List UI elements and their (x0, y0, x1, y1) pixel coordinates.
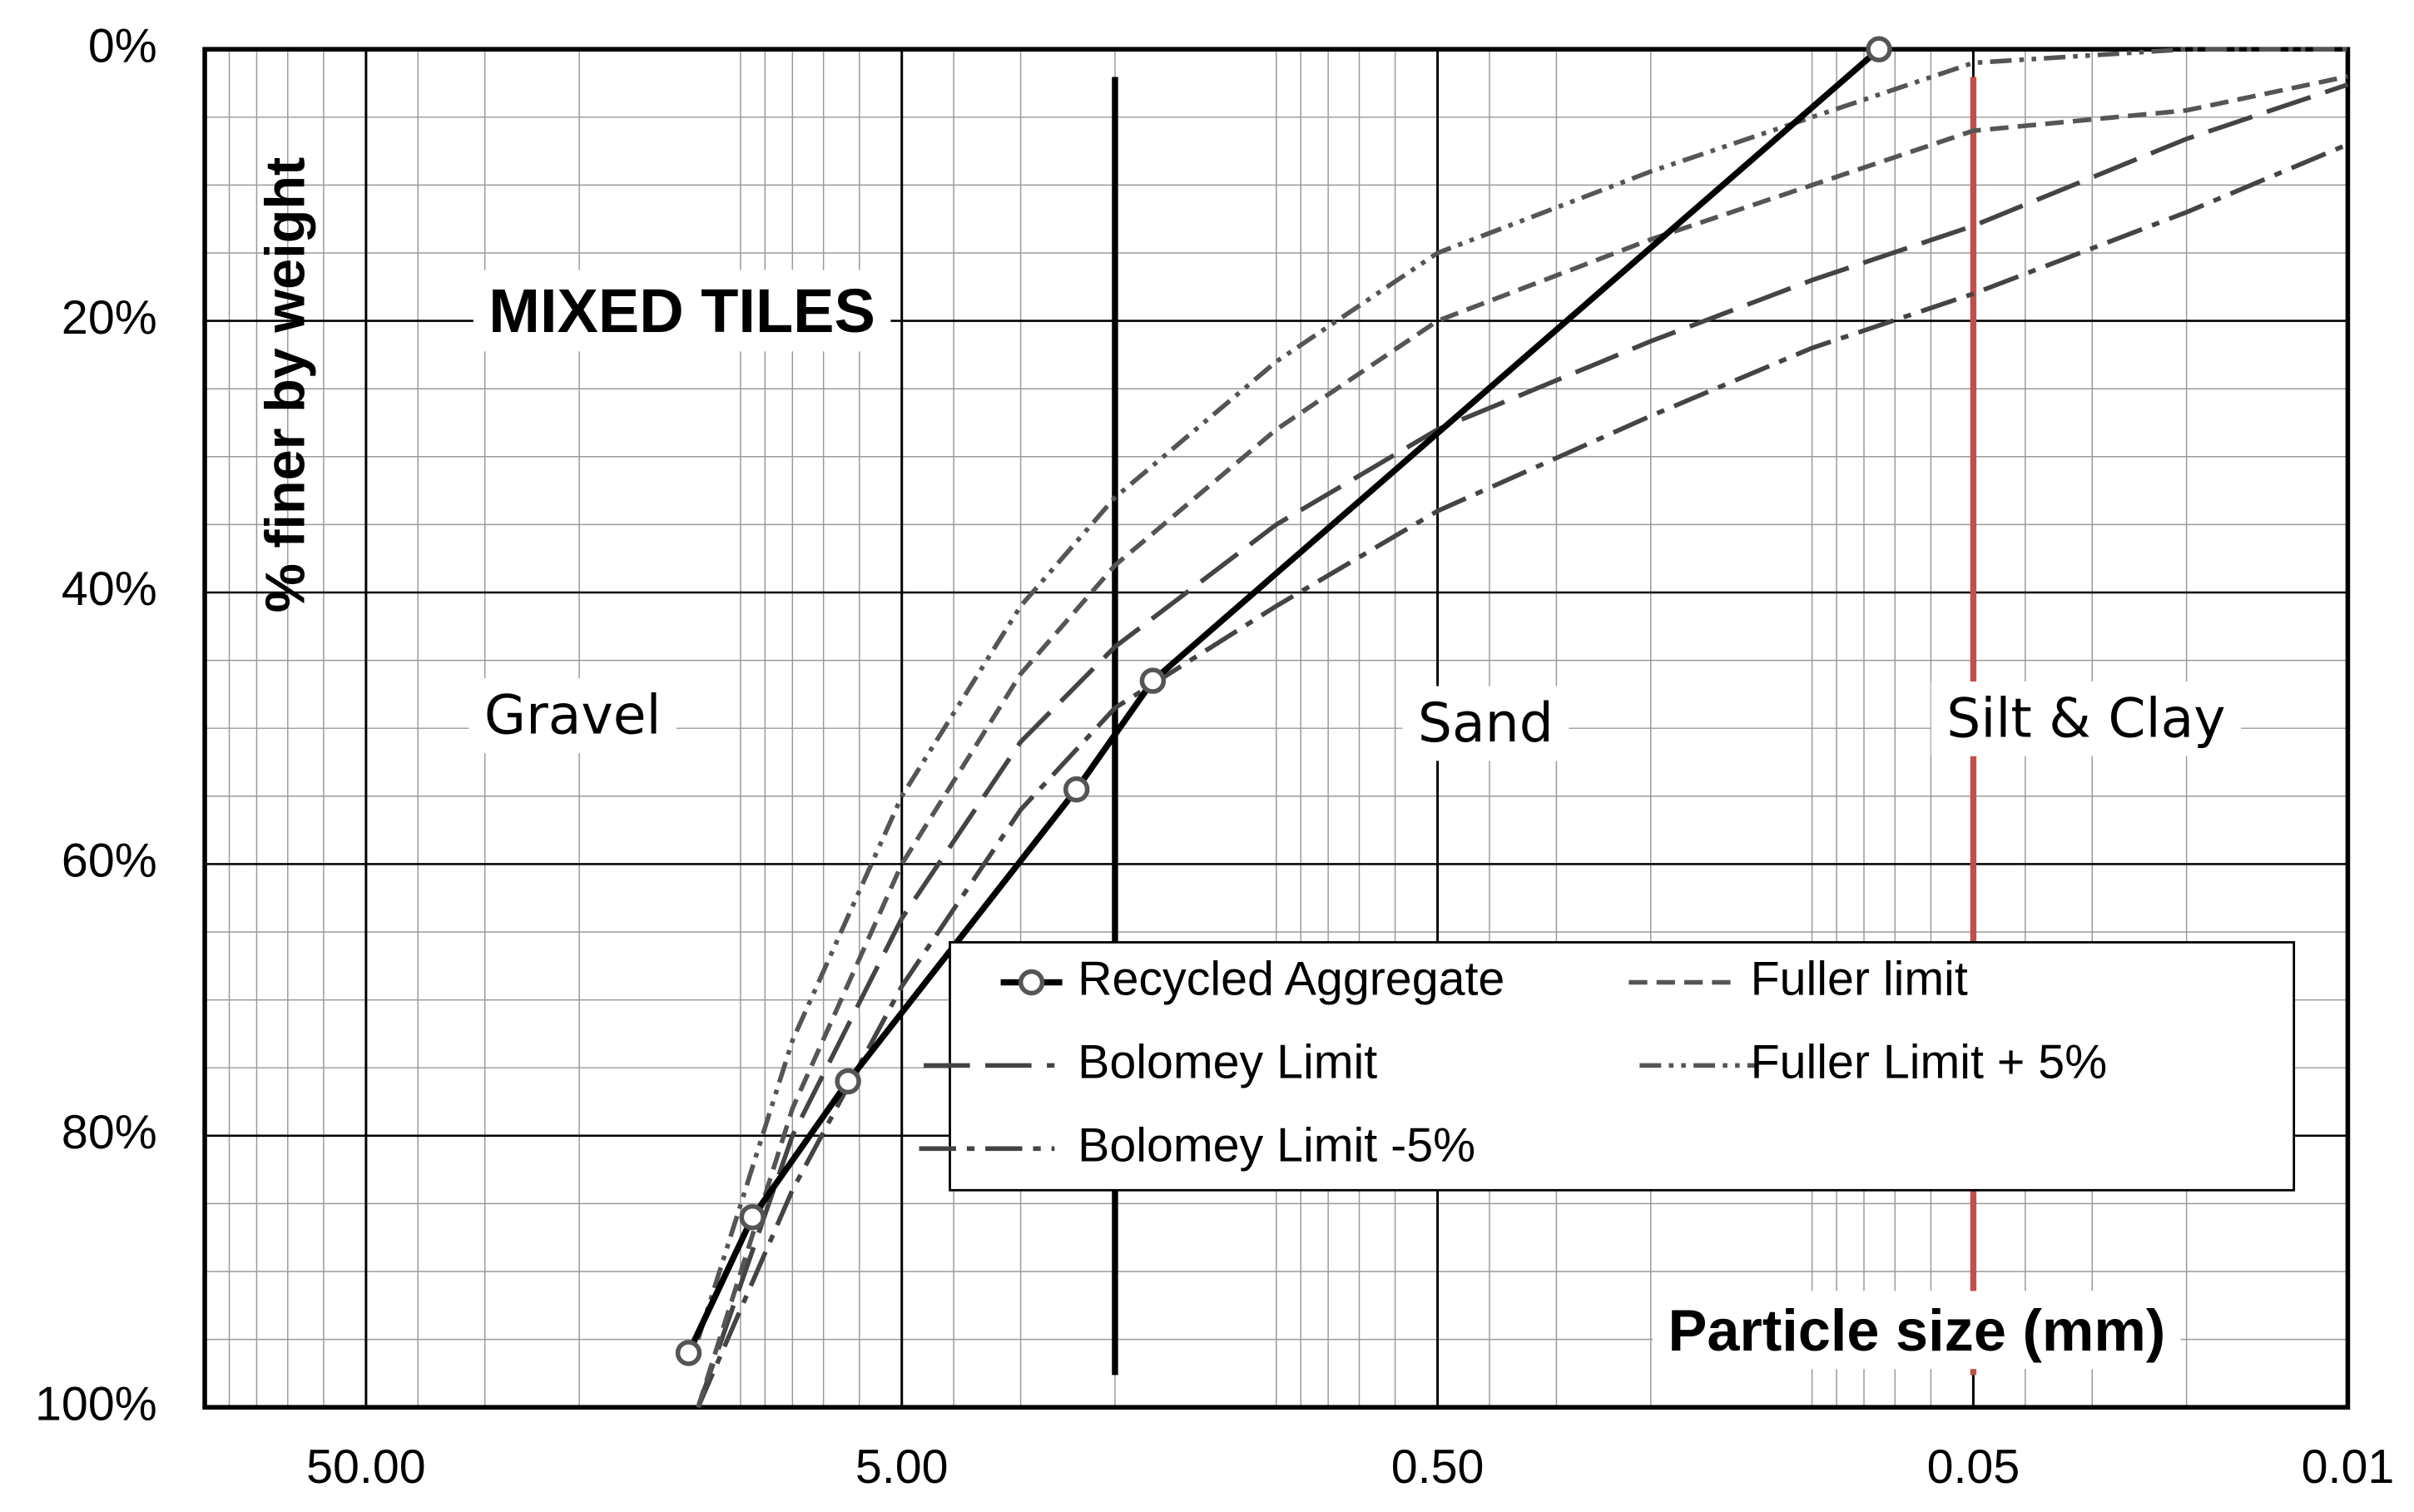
x-tick-label: 0.05 (1927, 1440, 2020, 1494)
legend-label: Bolomey Limit -5% (1078, 1118, 1475, 1172)
zone-label-bg (468, 678, 677, 754)
data-point (835, 1068, 861, 1095)
legend-marker (1018, 969, 1045, 996)
plot-frame (202, 47, 2351, 1410)
x-tick-label: 0.50 (1391, 1440, 1485, 1494)
y-tick-label: 100% (35, 1377, 157, 1430)
legend-label: Fuller limit (1751, 953, 1968, 1006)
data-point (675, 1340, 702, 1366)
legend-box (949, 940, 2296, 1192)
legend-label: Fuller Limit + 5% (1751, 1036, 2108, 1089)
zone-label-bg (1931, 681, 2242, 756)
series-line (696, 82, 2349, 1409)
chart-title: MIXED TILES (488, 276, 875, 345)
series-line (696, 74, 2349, 1409)
x-tick-label: 0.01 (2302, 1440, 2395, 1494)
series-line (696, 141, 2349, 1409)
legend-label: Recycled Aggregate (1078, 953, 1504, 1006)
data-point (739, 1203, 766, 1231)
y-tick-label: 60% (62, 835, 157, 888)
y-tick-label: 80% (62, 1106, 157, 1159)
data-point (1063, 776, 1090, 803)
y-tick-label: 20% (62, 291, 157, 345)
x-axis-title-bg (1653, 1291, 2181, 1370)
zone-label: Sand (1418, 692, 1554, 755)
data-point (1139, 667, 1167, 694)
zone-label: Silt & Clay (1946, 687, 2225, 750)
y-tick-label: 40% (62, 563, 157, 616)
data-point (1866, 36, 1892, 62)
x-tick-label: 50.00 (306, 1440, 425, 1494)
labels: 50.00 5.00 0.50 0.05 0.01 0% 20% 40% 60% 80% 100% M… (35, 19, 2394, 1494)
legend: Recycled Aggregate Fuller limit Bolomey Li… (919, 940, 2296, 1192)
y-tick-label: 0% (88, 19, 157, 72)
series-layer (675, 36, 2349, 1409)
zone-label-bg (1402, 686, 1569, 761)
chart-title-bg (473, 270, 891, 352)
y-axis-title: % finer by weight (255, 157, 316, 613)
x-axis-title: Particle size (mm) (1668, 1297, 2166, 1363)
series-line (686, 47, 1881, 1355)
legend-label: Bolomey Limit (1078, 1036, 1377, 1089)
series-line (696, 47, 2348, 1341)
zone-label: Gravel (484, 685, 662, 747)
x-tick-label: 5.00 (855, 1440, 949, 1494)
